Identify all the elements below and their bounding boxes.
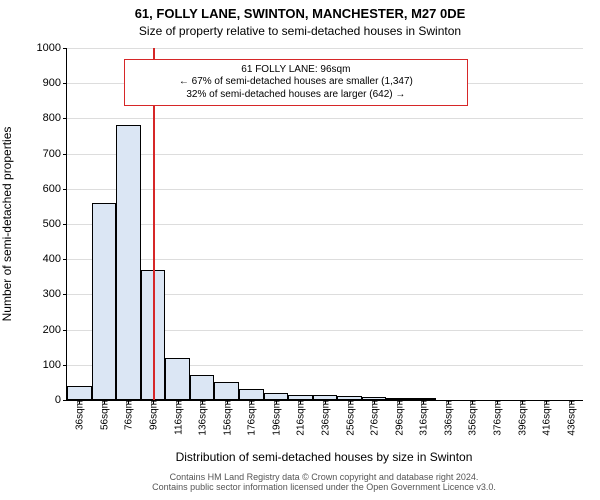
xtick-label: 156sqm xyxy=(220,400,233,436)
xtick-label: 276sqm xyxy=(368,400,381,436)
xtick-label: 176sqm xyxy=(245,400,258,436)
xtick-label: 336sqm xyxy=(441,400,454,436)
grid-line xyxy=(67,118,583,119)
grid-line xyxy=(67,154,583,155)
histogram-bar xyxy=(116,125,141,400)
grid-line xyxy=(67,48,583,49)
grid-line xyxy=(67,224,583,225)
ytick-label: 900 xyxy=(43,77,67,89)
ytick-label: 1000 xyxy=(37,42,67,54)
xtick-label: 416sqm xyxy=(540,400,553,436)
ytick-label: 600 xyxy=(43,183,67,195)
xtick-label: 396sqm xyxy=(515,400,528,436)
xtick-label: 376sqm xyxy=(491,400,504,436)
x-axis-label: Distribution of semi-detached houses by … xyxy=(66,450,582,464)
grid-line xyxy=(67,189,583,190)
xtick-label: 436sqm xyxy=(564,400,577,436)
ytick-label: 700 xyxy=(43,148,67,160)
footer-attribution: Contains HM Land Registry data © Crown c… xyxy=(66,472,582,492)
footer-line-2: Contains public sector information licen… xyxy=(66,482,582,492)
histogram-bar xyxy=(214,382,239,400)
ytick-label: 200 xyxy=(43,324,67,336)
xtick-label: 36sqm xyxy=(73,400,86,430)
annotation-box: 61 FOLLY LANE: 96sqm ← 67% of semi-detac… xyxy=(124,59,468,107)
chart-title: 61, FOLLY LANE, SWINTON, MANCHESTER, M27… xyxy=(0,6,600,21)
plot-area: 61 FOLLY LANE: 96sqm ← 67% of semi-detac… xyxy=(66,48,583,401)
xtick-label: 296sqm xyxy=(392,400,405,436)
ytick-label: 0 xyxy=(55,394,67,406)
xtick-label: 356sqm xyxy=(466,400,479,436)
histogram-bar xyxy=(239,389,264,400)
xtick-label: 236sqm xyxy=(319,400,332,436)
footer-line-1: Contains HM Land Registry data © Crown c… xyxy=(66,472,582,482)
xtick-label: 196sqm xyxy=(269,400,282,436)
xtick-label: 136sqm xyxy=(196,400,209,436)
xtick-label: 256sqm xyxy=(343,400,356,436)
histogram-bar xyxy=(264,393,289,400)
histogram-bar xyxy=(92,203,117,400)
ytick-label: 100 xyxy=(43,359,67,371)
histogram-bar xyxy=(67,386,92,400)
annotation-line-3: 32% of semi-detached houses are larger (… xyxy=(131,89,461,102)
xtick-label: 116sqm xyxy=(171,400,184,435)
ytick-label: 400 xyxy=(43,253,67,265)
xtick-label: 76sqm xyxy=(122,400,135,430)
grid-line xyxy=(67,259,583,260)
xtick-label: 96sqm xyxy=(147,400,160,430)
y-axis-label: Number of semi-detached properties xyxy=(0,127,14,322)
ytick-label: 800 xyxy=(43,112,67,124)
ytick-label: 300 xyxy=(43,288,67,300)
xtick-label: 316sqm xyxy=(417,400,430,436)
histogram-bar xyxy=(190,375,215,400)
annotation-line-1: 61 FOLLY LANE: 96sqm xyxy=(131,64,461,77)
xtick-label: 56sqm xyxy=(97,400,110,430)
chart-subtitle: Size of property relative to semi-detach… xyxy=(0,24,600,38)
annotation-line-2: ← 67% of semi-detached houses are smalle… xyxy=(131,76,461,89)
ytick-label: 500 xyxy=(43,218,67,230)
histogram-bar xyxy=(165,358,190,400)
xtick-label: 216sqm xyxy=(294,400,307,436)
